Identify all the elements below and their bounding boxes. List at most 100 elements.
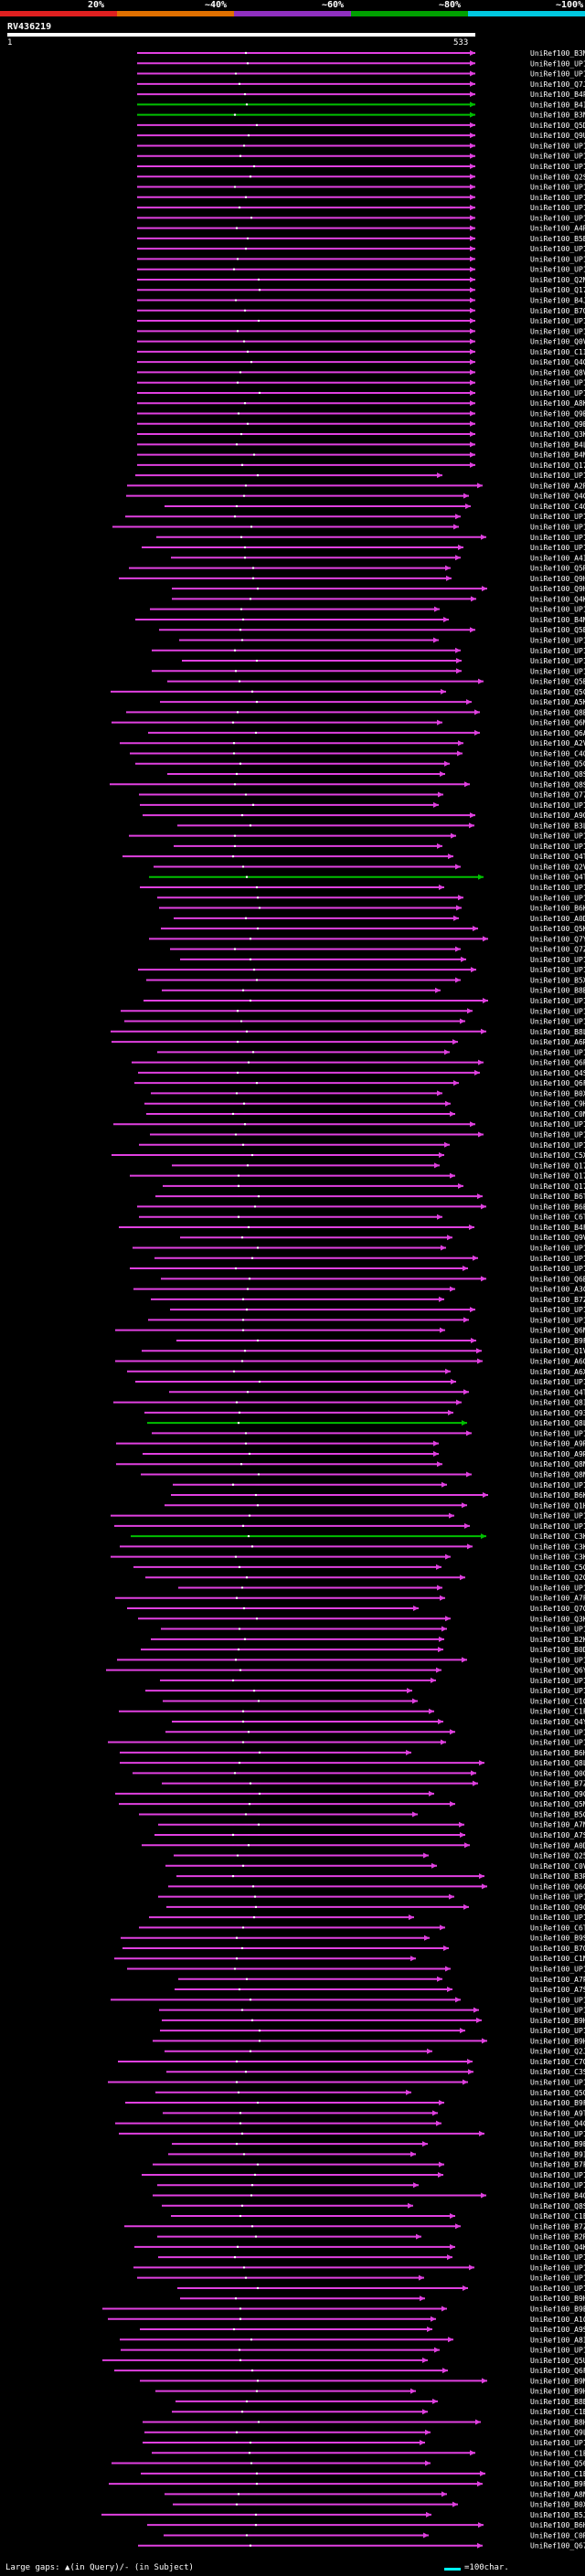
hit-label[interactable]: UniRef100_B9FMR3	[530, 2480, 585, 2488]
hit-label[interactable]: UniRef100_A7NEW8	[530, 1821, 585, 1829]
hit-label[interactable]: UniRef100_UP1000..	[530, 1728, 585, 1736]
hit-label[interactable]: UniRef100_B7Q3Z1	[530, 307, 585, 315]
hit-label[interactable]: UniRef100_Q1H010	[530, 1501, 585, 1510]
hit-label[interactable]: UniRef100_Q9VKK1	[530, 1234, 585, 1242]
hit-label[interactable]: UniRef100_UP1000..	[530, 266, 585, 274]
hit-label[interactable]: UniRef100_Q3KI30	[530, 430, 585, 439]
hit-label[interactable]: UniRef100_Q6FR26	[530, 1079, 585, 1087]
hit-label[interactable]: UniRef100_A6QQT6	[530, 1357, 585, 1365]
hit-label[interactable]: UniRef100_B9H4K7	[530, 2017, 585, 2025]
hit-label[interactable]: UniRef100_A9QBE3	[530, 811, 585, 820]
hit-label[interactable]: UniRef100_B9H138	[530, 2037, 585, 2045]
hit-label[interactable]: UniRef100_B5G1U7	[530, 1810, 585, 1818]
hit-label[interactable]: UniRef100_A7S7K3	[530, 1831, 585, 1839]
hit-label[interactable]: UniRef100_Q2GRM3	[530, 1574, 585, 1582]
hit-label[interactable]: UniRef100_A2RUV6	[530, 482, 585, 490]
hit-label[interactable]: UniRef100_Q9H6H4	[530, 585, 585, 593]
hit-label[interactable]: UniRef100_Q25TS9	[530, 1852, 585, 1860]
hit-label[interactable]: UniRef100_UP1000..	[530, 513, 585, 521]
hit-label[interactable]: UniRef100_C0NX72	[530, 1110, 585, 1118]
hit-label[interactable]: UniRef100_A4RM20	[530, 225, 585, 233]
hit-label[interactable]: UniRef100_C1EC58	[530, 2449, 585, 2457]
hit-label[interactable]: UniRef100_Q6Y870	[530, 1667, 585, 1675]
hit-label[interactable]: UniRef100_B6ENL5	[530, 1203, 585, 1211]
hit-label[interactable]: UniRef100_Q9C5R3	[530, 1790, 585, 1798]
hit-label[interactable]: UniRef100_UP1000..	[530, 255, 585, 263]
hit-label[interactable]: UniRef100_Q2JTL2	[530, 2048, 585, 2056]
hit-label[interactable]: UniRef100_A1CTQ2	[530, 2316, 585, 2324]
hit-label[interactable]: UniRef100_Q5RH46	[530, 565, 585, 573]
hit-label[interactable]: UniRef100_UP1000..	[530, 379, 585, 387]
hit-label[interactable]: UniRef100_UP1000..	[530, 2347, 585, 2355]
hit-label[interactable]: UniRef100_Q5BL63	[530, 678, 585, 686]
hit-label[interactable]: UniRef100_B4LK21	[530, 440, 585, 449]
hit-label[interactable]: UniRef100_Q9LR09	[530, 2429, 585, 2437]
hit-label[interactable]: UniRef100_Q67P37	[530, 2542, 585, 2550]
hit-label[interactable]: UniRef100_UP1000..	[530, 2130, 585, 2138]
hit-label[interactable]: UniRef100_UP1000..	[530, 2263, 585, 2272]
hit-label[interactable]: UniRef100_UP1000..	[530, 70, 585, 79]
hit-label[interactable]: UniRef100_UP1000..	[530, 2284, 585, 2293]
hit-label[interactable]: UniRef100_Q1VS69	[530, 1347, 585, 1355]
hit-label[interactable]: UniRef100_C5G5H4	[530, 1564, 585, 1572]
hit-label[interactable]: UniRef100_UP1000..	[530, 1512, 585, 1521]
hit-label[interactable]: UniRef100_C1EEU7	[530, 2212, 585, 2221]
hit-label[interactable]: UniRef100_B8BDY3	[530, 987, 585, 995]
hit-label[interactable]: UniRef100_UP1000..	[530, 2079, 585, 2087]
hit-label[interactable]: UniRef100_UP1000..	[530, 1687, 585, 1695]
hit-label[interactable]: UniRef100_UP1000..	[530, 956, 585, 964]
hit-label[interactable]: UniRef100_Q7YZW4	[530, 935, 585, 943]
hit-label[interactable]: UniRef100_UP1000..	[530, 1677, 585, 1685]
hit-label[interactable]: UniRef100_B0XRZ1	[530, 2501, 585, 2509]
hit-label[interactable]: UniRef100_UP1000..	[530, 1996, 585, 2004]
hit-label[interactable]: UniRef100_Q561F1	[530, 2460, 585, 2468]
hit-label[interactable]: UniRef100_B6HT0X	[530, 2521, 585, 2529]
hit-label[interactable]: UniRef100_B6KGZ3	[530, 905, 585, 913]
hit-label[interactable]: UniRef100_Q8IUQ4	[530, 1399, 585, 1407]
hit-label[interactable]: UniRef100_C5XTT2	[530, 1151, 585, 1160]
hit-label[interactable]: UniRef100_UP1000..	[530, 472, 585, 480]
hit-label[interactable]: UniRef100_Q4Y3Q0	[530, 1718, 585, 1726]
hit-label[interactable]: UniRef100_B2KQT2	[530, 1636, 585, 1644]
hit-label[interactable]: UniRef100_A8K4Y6	[530, 399, 585, 408]
hit-label[interactable]: UniRef100_B4J4H1	[530, 297, 585, 305]
hit-label[interactable]: UniRef100_UP1000..	[530, 1255, 585, 1263]
hit-label[interactable]: UniRef100_Q8LE10	[530, 1419, 585, 1427]
hit-label[interactable]: UniRef100_Q4S9K6	[530, 1069, 585, 1077]
hit-label[interactable]: UniRef100_B7Z4F2	[530, 1296, 585, 1304]
hit-label[interactable]: UniRef100_UP1000..	[530, 636, 585, 644]
hit-label[interactable]: UniRef100_Q0VG19	[530, 338, 585, 346]
hit-label[interactable]: UniRef100_B8HBF6	[530, 2418, 585, 2426]
hit-label[interactable]: UniRef100_B3NNY8	[530, 111, 585, 120]
hit-label[interactable]: UniRef100_B4FTU0	[530, 1224, 585, 1232]
hit-label[interactable]: UniRef100_Q6FXV2	[530, 2367, 585, 2375]
hit-label[interactable]: UniRef100_C4QJ17	[530, 503, 585, 511]
hit-label[interactable]: UniRef100_Q5B5N8	[530, 626, 585, 634]
hit-label[interactable]: UniRef100_A8NW88	[530, 2490, 585, 2498]
hit-label[interactable]: UniRef100_Q5M6K7	[530, 1800, 585, 1808]
hit-label[interactable]: UniRef100_Q6CS38	[530, 1882, 585, 1891]
hit-label[interactable]: UniRef100_Q17P54	[530, 461, 585, 470]
hit-label[interactable]: UniRef100_B5BS18	[530, 235, 585, 243]
hit-label[interactable]: UniRef100_A3C0Y3	[530, 1286, 585, 1294]
hit-label[interactable]: UniRef100_B0XJ36	[530, 1089, 585, 1097]
hit-label[interactable]: UniRef100_UP1000..	[530, 204, 585, 212]
hit-label[interactable]: UniRef100_C1BZY2	[530, 2408, 585, 2416]
hit-label[interactable]: UniRef100_B4PRM6	[530, 90, 585, 99]
hit-label[interactable]: UniRef100_UP1000..	[530, 801, 585, 810]
hit-label[interactable]: UniRef100_C7Q9H9	[530, 2058, 585, 2066]
hit-label[interactable]: UniRef100_C3KHR3	[530, 1542, 585, 1551]
hit-label[interactable]: UniRef100_Q7JPM2	[530, 80, 585, 89]
hit-label[interactable]: UniRef100_Q6NUD6	[530, 1327, 585, 1335]
hit-label[interactable]: UniRef100_B9MRQ9	[530, 2377, 585, 2385]
hit-label[interactable]: UniRef100_UP1000..	[530, 2439, 585, 2447]
hit-label[interactable]: UniRef100_UP1000..	[530, 1120, 585, 1129]
hit-label[interactable]: UniRef100_UP1000..	[530, 317, 585, 325]
hit-label[interactable]: UniRef100_Q3KQ84	[530, 1615, 585, 1623]
hit-label[interactable]: UniRef100_B7Z2A1	[530, 1780, 585, 1788]
hit-label[interactable]: UniRef100_Q5KZP6	[530, 925, 585, 933]
hit-label[interactable]: UniRef100_B8BYM4	[530, 2398, 585, 2406]
hit-label[interactable]: UniRef100_B4IQD9	[530, 101, 585, 109]
hit-label[interactable]: UniRef100_UP1000..	[530, 2253, 585, 2262]
hit-label[interactable]: UniRef100_Q7738B	[530, 791, 585, 800]
